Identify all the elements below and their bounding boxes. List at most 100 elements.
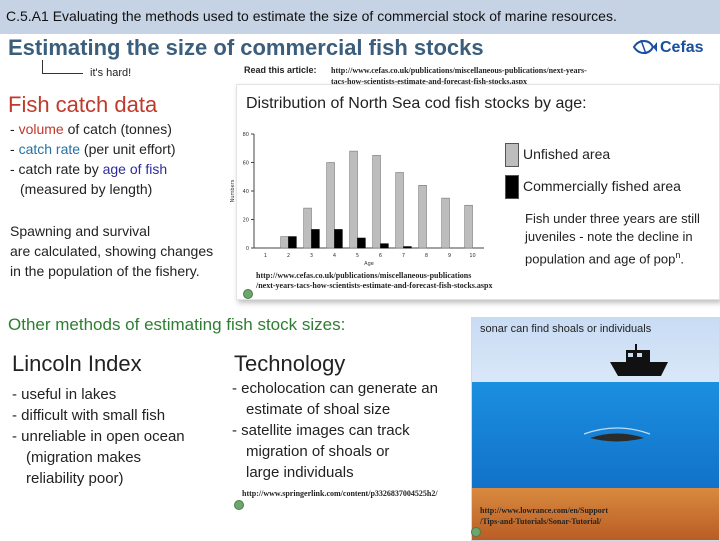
link-icon[interactable] [243,289,253,299]
bar-fished [403,246,412,249]
bar-fished [380,243,389,249]
list-item: migration of shoals or [246,443,390,460]
bar-unfished [280,236,289,249]
page-title: Estimating the size of commercial fish s… [8,35,484,60]
catch-item-volume: - volume of catch (tonnes) [10,121,172,137]
read-article-label: Read this article: [244,65,317,75]
chart-title: Distribution of North Sea cod fish stock… [246,95,587,112]
x-tick-label: 10 [469,253,475,259]
list-item: (migration makes [26,449,142,466]
bar-fished [288,236,297,249]
legend-swatch-unfished [505,143,519,167]
list-item: estimate of shoal size [246,401,391,418]
sonar-link[interactable]: http://www.lowrance.com/en/Support /Tips… [480,505,608,527]
fish-logo-icon [632,39,657,55]
link-icon[interactable] [471,527,481,537]
sonar-graphics [583,344,668,442]
spawning-line: in the population of the fishery. [10,263,200,279]
bar-unfished [326,162,335,249]
bar-fished [334,229,343,249]
title-annotation-bracket [42,60,83,74]
bar-unfished [464,204,473,249]
bar-unfished [418,184,427,249]
legend-label-unfished: Unfished area [523,146,611,162]
x-tick-label: 7 [402,253,405,259]
spawning-text: Spawning and survival are calculated, sh… [10,221,240,281]
catch-item-rate: - catch rate (per unit effort) [10,141,176,157]
chart-panel [236,84,720,300]
slide-heading: C.5.A1 Evaluating the methods used to es… [6,8,617,24]
list-item: large individuals [246,464,354,481]
slide-header-bar: C.5.A1 Evaluating the methods used to es… [0,0,720,34]
bar-fished [311,229,320,249]
technology-list: - echolocation can generate an estimate … [232,378,438,483]
catch-rate-highlight: catch rate [18,141,81,157]
chart-note-line: juveniles - note the decline in [525,229,693,244]
lincoln-index-title: Lincoln Index [12,351,142,376]
spawning-line: Spawning and survival [10,223,151,239]
other-methods-title: Other methods of estimating fish stock s… [8,315,346,334]
springer-link[interactable]: http://www.springerlink.com/content/p332… [242,489,438,498]
catch-list: - volume of catch (tonnes) - catch rate … [10,119,176,199]
volume-highlight: volume [18,121,64,137]
chart-note-line: population and age of popn. [525,250,684,267]
list-item: - unreliable in open ocean [12,428,185,445]
sonar-url-line1: http://www.lowrance.com/en/Support [480,506,608,515]
title-annotation: it's hard! [90,67,132,79]
sonar-url-line2: /Tips-and-Tutorials/Sonar-Tutorial/ [480,517,602,526]
spawning-line: are calculated, showing changes [10,243,214,259]
lincoln-list: - useful in lakes - difficult with small… [12,384,185,489]
list-item: - satellite images can track [232,422,410,439]
catch-item-length: (measured by length) [20,181,153,197]
read-article-url-line2: tacs-how-scientists-estimate-and-forecas… [331,77,528,86]
fish-catch-title: Fish catch data [8,92,158,117]
y-tick-label: 40 [243,189,249,195]
x-axis-label: Age [364,261,374,267]
chart-source-line1: http://www.cefas.co.uk/publications/misc… [256,271,472,280]
chart-source-link[interactable]: http://www.cefas.co.uk/publications/misc… [256,271,556,291]
boat-icon [610,344,668,376]
legend-swatch-fished [505,175,519,199]
catch-item-age: - catch rate by age of fish [10,161,168,177]
x-tick-label: 4 [333,253,336,259]
x-tick-label: 3 [310,253,313,259]
sonar-illustration: sonar can find shoals or individuals htt… [471,317,720,541]
read-article-link[interactable]: http://www.cefas.co.uk/publications/misc… [331,65,643,87]
chart-note: Fish under three years are still juvenil… [525,210,715,268]
x-tick-label: 8 [425,253,428,259]
y-tick-label: 80 [243,132,249,138]
x-tick-label: 9 [448,253,451,259]
read-article-url-line1: http://www.cefas.co.uk/publications/misc… [331,66,587,75]
list-item: - difficult with small fish [12,407,166,424]
sky-area [472,318,719,382]
link-icon[interactable] [234,500,244,510]
age-distribution-chart: 0 20 40 60 80 1 2 3 4 5 6 7 8 9 10 Age Numbers [230,132,484,267]
bar-unfished [395,172,404,249]
x-tick-label: 5 [356,253,359,259]
list-item: reliability poor) [26,470,124,487]
list-item: - useful in lakes [12,386,117,403]
list-item: - echolocation can generate an [232,380,438,397]
y-tick-label: 0 [246,246,249,252]
bar-fished [357,237,366,249]
chart-source-line2: /next-years-tacs-how-scientists-estimate… [256,281,493,290]
fish-shoal-icon [583,427,651,442]
bar-unfished [372,155,381,249]
x-tick-label: 1 [264,253,267,259]
logo-text: Cefas [660,39,704,56]
y-axis-label: Numbers [230,179,236,202]
legend-label-fished: Commercially fished area [523,178,681,194]
sonar-caption: sonar can find shoals or individuals [480,323,652,335]
x-tick-label: 6 [379,253,382,259]
y-tick-label: 60 [243,161,249,167]
seabed-area [472,488,719,540]
x-tick-label: 2 [287,253,290,259]
technology-title: Technology [234,351,346,376]
bar-unfished [441,197,450,249]
bar-unfished [303,207,312,249]
chart-note-line: Fish under three years are still [525,211,700,226]
cefas-logo: Cefas [632,36,718,62]
y-tick-label: 20 [243,218,249,224]
age-highlight: age of fish [102,161,168,177]
bar-unfished [349,150,358,249]
